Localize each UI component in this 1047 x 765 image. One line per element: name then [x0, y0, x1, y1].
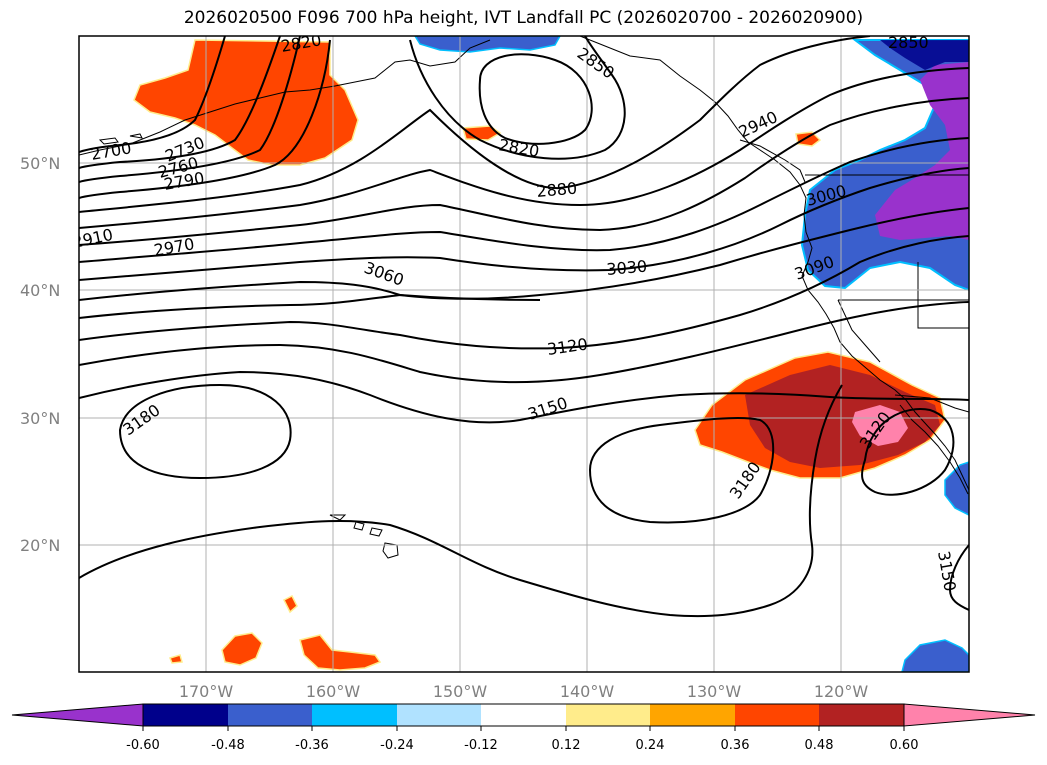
- figure-title: 2026020500 F096 700 hPa height, IVT Land…: [183, 8, 864, 28]
- map-frame: [78, 35, 970, 673]
- contour-3120: [79, 301, 969, 384]
- ivt-positive-south-3: [282, 594, 298, 614]
- contour-2970: [79, 137, 969, 263]
- ivt-positive-alaska: [133, 39, 359, 166]
- lat-label: 30°N: [20, 409, 60, 428]
- colorbar-segment: [735, 704, 819, 726]
- colorbar-segment: [228, 704, 312, 726]
- ivt-negative-mexico: [944, 461, 969, 516]
- lat-label: 50°N: [20, 154, 60, 173]
- state-border-2: [917, 262, 969, 329]
- mexico-border: [894, 394, 969, 413]
- contour-2940: [79, 97, 969, 246]
- ivt-positive-south-2: [299, 634, 382, 671]
- colorbar-label: -0.12: [464, 738, 498, 753]
- colorbar-label: -0.60: [126, 738, 160, 753]
- lon-label: 160°W: [306, 682, 361, 701]
- colorbar-segment: [566, 704, 650, 726]
- colorbar-label: 0.24: [636, 738, 665, 753]
- colorbar-label: 0.60: [890, 738, 919, 753]
- colorbar-segment: [819, 704, 904, 726]
- contour-3000: [79, 167, 969, 281]
- colorbar: -0.60 -0.48 -0.36 -0.24 -0.12 0.12 0.24 …: [11, 703, 1036, 753]
- colorbar-segment: [650, 704, 735, 726]
- state-border-3: [837, 299, 881, 363]
- contour-2880: [79, 36, 871, 213]
- ivt-positive-south-1: [221, 632, 263, 666]
- coastline-alaska: [79, 39, 491, 156]
- colorbar-label: 0.48: [805, 738, 834, 753]
- colorbar-label: 0.12: [552, 738, 581, 753]
- coastline-vancouver: [739, 139, 806, 183]
- contour-3120-ring: [861, 408, 955, 496]
- colorbar-frame: [142, 703, 905, 727]
- ivt-positive-small-1: [462, 125, 502, 141]
- colorbar-label: -0.36: [295, 738, 329, 753]
- ivt-negative-northwest-core: [875, 62, 969, 240]
- contour-3180-east: [588, 416, 775, 524]
- contour-label: 3030: [606, 257, 648, 279]
- longitude-labels: 170°W 160°W 150°W 140°W 130°W 120°W: [179, 682, 869, 701]
- height-contours: [79, 36, 969, 618]
- coastline-alaska-panhandle: [579, 36, 969, 491]
- colorbar-segment: [397, 704, 481, 726]
- contour-3150: [79, 370, 969, 424]
- contour-3150-right: [948, 544, 969, 611]
- lon-label: 170°W: [179, 682, 234, 701]
- contour-alaska-3: [79, 36, 301, 183]
- coastline-hawaii-2: [353, 521, 365, 531]
- ivt-positive-south-4: [168, 654, 183, 664]
- contour-label: 2850: [888, 33, 929, 52]
- lon-label: 140°W: [560, 682, 615, 701]
- lon-label: 130°W: [687, 682, 742, 701]
- colorbar-label: -0.48: [211, 738, 245, 753]
- contour-label: 2880: [536, 179, 578, 201]
- contour-alaska-4: [79, 39, 331, 199]
- contour-3030: [79, 207, 969, 301]
- aleutians: [98, 133, 143, 145]
- colorbar-segment: [481, 704, 566, 726]
- contour-3060: [79, 293, 541, 319]
- colorbar-extend-high: [903, 703, 1036, 727]
- contour-3150-south: [79, 384, 843, 618]
- colorbar-segment: [312, 704, 397, 726]
- coastline-hawaii-1: [329, 514, 347, 521]
- contour-3180-west: [118, 383, 292, 480]
- gridlines: [79, 36, 969, 672]
- colorbar-label: -0.24: [380, 738, 414, 753]
- colorbar-extend-low: [11, 703, 144, 727]
- latitude-labels: 50°N 40°N 30°N 20°N: [20, 154, 60, 555]
- colorbar-ticks: [142, 726, 905, 731]
- contour-3090: [79, 235, 969, 350]
- coastline-hawaii-3: [369, 527, 383, 537]
- coastline-baja: [899, 404, 969, 495]
- lon-label: 150°W: [433, 682, 488, 701]
- map-panel: 2820 2850 2850 2820 2940 2700 2730 2760 …: [79, 33, 969, 672]
- contour-2820-low: [478, 53, 593, 145]
- contour-alaska-1: [79, 36, 226, 153]
- colorbar-segment: [143, 704, 228, 726]
- ivt-negative-northwest-darkband: [880, 40, 969, 70]
- contour-2850-low: [409, 36, 626, 160]
- ivt-shading: [133, 36, 969, 672]
- lat-label: 20°N: [20, 536, 60, 555]
- ivt-negative-top: [414, 36, 561, 53]
- contour-alaska-2: [79, 36, 281, 169]
- ivt-negative-bottom-right: [901, 639, 969, 672]
- colorbar-label: 0.36: [721, 738, 750, 753]
- lon-label: 120°W: [814, 682, 869, 701]
- coastlines: [79, 36, 969, 559]
- lat-label: 40°N: [20, 281, 60, 300]
- contour-2910: [79, 67, 969, 229]
